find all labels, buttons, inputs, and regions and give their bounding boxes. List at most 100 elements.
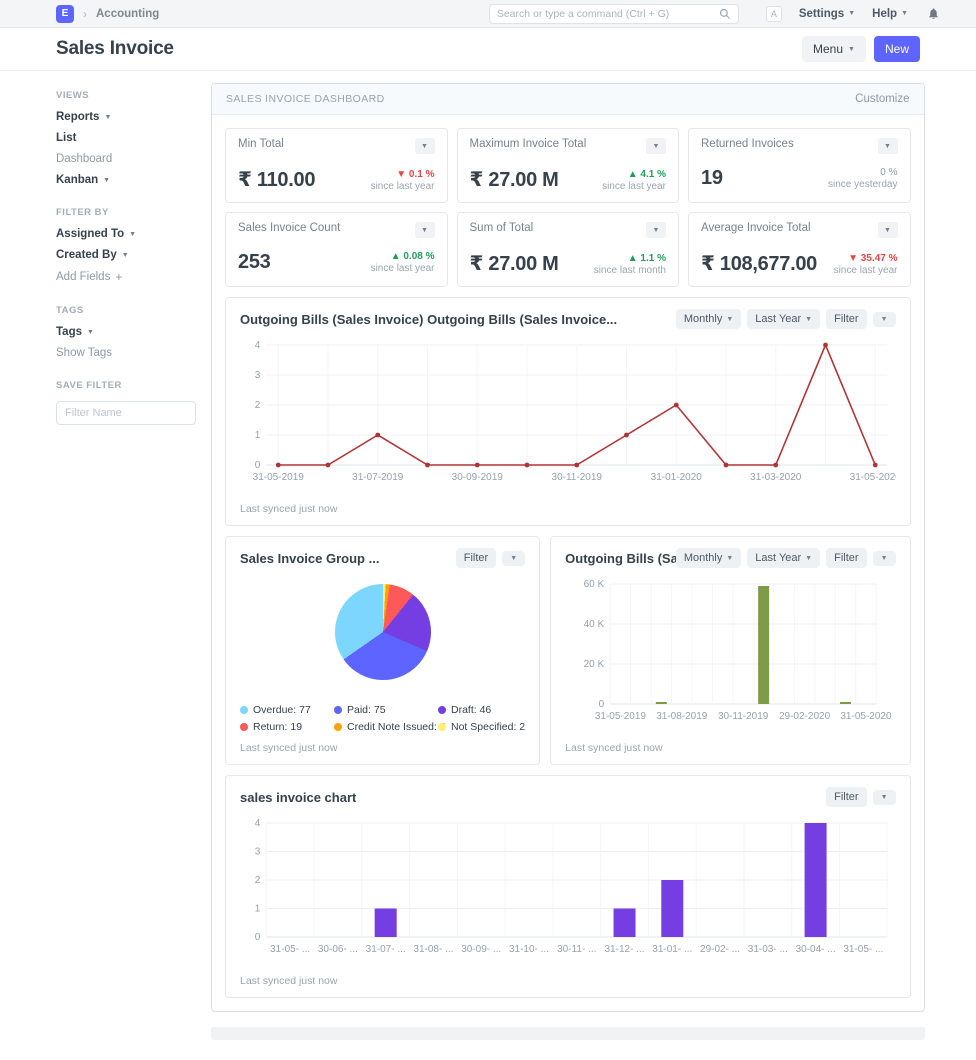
sidebar-item-kanban[interactable]: Kanban ▼	[56, 174, 110, 186]
help-menu[interactable]: Help ▼	[872, 8, 908, 20]
sidebar-item-show-tags[interactable]: Show Tags	[56, 347, 112, 359]
legend-label: Credit Note Issued: 3	[347, 721, 446, 733]
svg-text:31-10- ...: 31-10- ...	[509, 944, 549, 955]
card-menu-button[interactable]: ▼	[877, 138, 898, 154]
sidebar-item-add-fields[interactable]: Add Fields +	[56, 270, 122, 284]
customize-link[interactable]: Customize	[855, 93, 910, 105]
sidebar-item-list[interactable]: List	[56, 132, 76, 144]
sidebar-item-reports[interactable]: Reports ▼	[56, 111, 111, 123]
chart-title: Sales Invoice Group ...	[240, 550, 380, 566]
legend-dot	[438, 723, 446, 731]
monthly-dropdown[interactable]: Monthly ▼	[675, 548, 742, 568]
card-label: Maximum Invoice Total	[469, 138, 587, 150]
card-change: ▼ 35.47 %	[848, 253, 898, 264]
card-menu-button[interactable]: ▼	[414, 222, 435, 238]
svg-text:31-07-2019: 31-07-2019	[352, 472, 404, 483]
sidebar-item-tags[interactable]: Tags ▼	[56, 326, 94, 338]
svg-text:2: 2	[255, 875, 261, 886]
page-title: Sales Invoice	[56, 38, 174, 59]
monthly-label: Monthly	[683, 552, 723, 564]
chart-menu-button[interactable]: ▼	[872, 550, 896, 566]
sidebar-item-dashboard[interactable]: Dashboard	[56, 153, 112, 165]
filter-label: Filter	[834, 313, 859, 325]
svg-text:3: 3	[255, 370, 261, 381]
number-card: Maximum Invoice Total ▼ ₹ 27.00 M ▲ 4.1 % si…	[456, 128, 679, 203]
dashboard-header: SALES INVOICE DASHBOARD Customize	[212, 84, 924, 115]
card-value: ₹ 27.00 M	[469, 169, 559, 191]
avatar[interactable]: A	[765, 5, 782, 22]
sidebar-section-title: FILTER BY	[56, 207, 109, 218]
legend-label: Draft: 46	[451, 704, 492, 716]
chevron-down-icon: ▼	[848, 45, 855, 53]
page-head: Sales Invoice Menu ▼ New	[0, 28, 976, 71]
pie-legend: Overdue: 77 Paid: 75 Draft: 46 Return: 19 Cr…	[240, 704, 525, 733]
chevron-down-icon: ▼	[87, 328, 94, 336]
chart-menu-button[interactable]: ▼	[872, 311, 896, 327]
chevron-down-icon: ▼	[880, 315, 888, 323]
chevron-down-icon: ▼	[510, 554, 518, 562]
chevron-down-icon: ▼	[880, 793, 888, 801]
svg-text:4: 4	[255, 340, 261, 351]
sidebar-section: FILTER BY Assigned To ▼ Created By ▼ Add Fiel…	[56, 207, 206, 284]
number-card: Sales Invoice Count ▼ 253 ▲ 0.08 % since las…	[225, 212, 448, 287]
svg-text:30-11- ...: 30-11- ...	[557, 944, 596, 955]
sidebar-section: TAGS Tags ▼ Show Tags	[56, 305, 206, 359]
svg-text:30-04- ...: 30-04- ...	[796, 944, 836, 955]
card-menu-button[interactable]: ▼	[646, 222, 666, 238]
plus-icon: +	[115, 270, 123, 284]
filter-button[interactable]: Filter	[455, 548, 497, 568]
sidebar-item-assigned-to[interactable]: Assigned To ▼	[56, 228, 136, 240]
legend-label: Not Specified: 2	[451, 721, 526, 733]
legend-dot	[438, 706, 446, 714]
svg-text:2: 2	[255, 400, 261, 411]
card-menu-button[interactable]: ▼	[414, 138, 435, 154]
sidebar-item-label: Dashboard	[56, 153, 113, 165]
bar-chart: 0 20 K 40 K 60 K 31-05-2019 31-08-2019 30-11-2…	[565, 576, 895, 733]
filter-button[interactable]: Filter	[826, 787, 867, 807]
new-button[interactable]: New	[873, 36, 920, 62]
footer-strip	[211, 1027, 925, 1040]
card-menu-button[interactable]: ▼	[877, 222, 898, 238]
card-value: ₹ 108,677.00	[701, 253, 817, 275]
svg-text:31-05- ...: 31-05- ...	[843, 944, 883, 955]
notifications-bell-icon[interactable]	[927, 7, 940, 20]
filter-button[interactable]: Filter	[826, 548, 867, 568]
card-menu-button[interactable]: ▼	[646, 138, 666, 154]
chevron-down-icon: ▼	[121, 251, 129, 259]
sidebar-section-title: VIEWS	[56, 90, 90, 101]
chart-menu-button[interactable]: ▼	[502, 550, 526, 566]
app-logo[interactable]: E	[56, 4, 74, 23]
sidebar-item-created-by[interactable]: Created By ▼	[56, 249, 129, 261]
filter-name-input[interactable]	[56, 401, 196, 425]
svg-text:31-05-2019: 31-05-2019	[253, 472, 305, 483]
svg-text:31-01-2020: 31-01-2020	[651, 472, 703, 483]
legend-label: Paid: 75	[347, 704, 386, 716]
filter-button[interactable]: Filter	[826, 309, 867, 329]
breadcrumb[interactable]: Accounting	[96, 7, 160, 20]
last-year-dropdown[interactable]: Last Year ▼	[747, 548, 821, 568]
monthly-dropdown[interactable]: Monthly ▼	[675, 309, 742, 329]
global-search-input[interactable]: Search or type a command (Ctrl + G)	[488, 3, 739, 24]
settings-label: Settings	[798, 7, 845, 20]
sidebar-item-label: Tags	[56, 326, 82, 338]
svg-text:30-11-2019: 30-11-2019	[718, 711, 769, 722]
svg-text:40 K: 40 K	[584, 619, 605, 630]
settings-menu[interactable]: Settings ▼	[799, 8, 855, 20]
main-content: SALES INVOICE DASHBOARD Customize Min To…	[211, 83, 925, 1060]
chevron-down-icon: ▼	[726, 315, 734, 323]
svg-text:31-07- ...: 31-07- ...	[366, 944, 406, 955]
sidebar-item-label: Assigned To	[56, 228, 125, 240]
svg-text:60 K: 60 K	[584, 579, 605, 590]
sidebar: VIEWS Reports ▼ List Dashboard Kanban ▼ FILTER …	[56, 83, 206, 1060]
chevron-down-icon: ▼	[805, 554, 813, 562]
svg-text:0: 0	[255, 460, 261, 471]
svg-text:30-09- ...: 30-09- ...	[461, 944, 501, 955]
new-label: New	[884, 42, 909, 56]
menu-button[interactable]: Menu ▼	[802, 36, 866, 62]
chart-menu-button[interactable]: ▼	[872, 789, 896, 805]
card-value: ₹ 110.00	[238, 169, 316, 191]
svg-text:31-05-2020: 31-05-2020	[841, 711, 893, 722]
last-synced-note: Last synced just now	[240, 975, 338, 987]
card-label: Sales Invoice Count	[238, 222, 341, 234]
last-year-dropdown[interactable]: Last Year ▼	[747, 309, 821, 329]
